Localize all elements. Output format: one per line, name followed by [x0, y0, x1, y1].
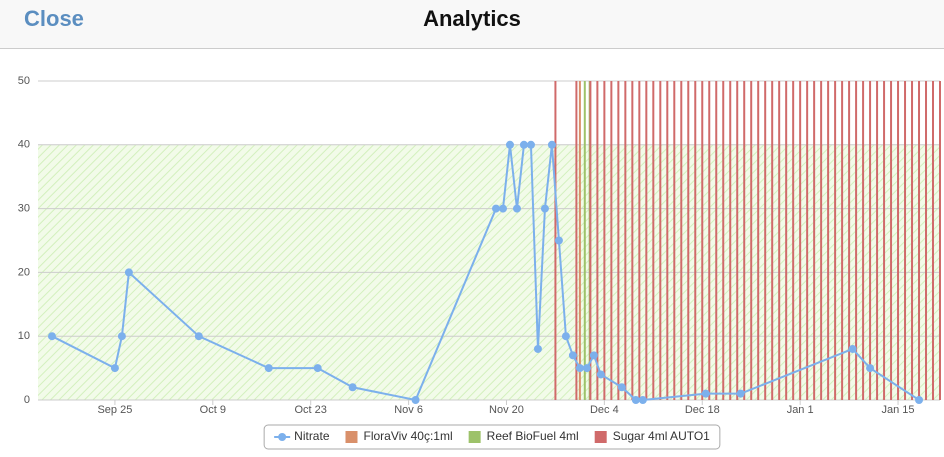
data-point [848, 344, 857, 353]
data-point [117, 332, 126, 341]
data-point [505, 140, 514, 149]
x-tick-label: Jan 1 [787, 404, 814, 416]
y-tick-label: 30 [18, 203, 30, 215]
y-tick-label: 10 [18, 330, 30, 342]
x-tick-label: Dec 18 [685, 404, 720, 416]
data-point [47, 332, 56, 341]
data-point [638, 396, 647, 404]
data-point [617, 383, 626, 392]
legend-label: Reef BioFuel 4ml [487, 429, 579, 443]
legend-label: FloraViv 40ç:1ml [363, 429, 452, 443]
data-point [526, 140, 535, 149]
page-title: Analytics [423, 6, 521, 31]
data-point [124, 268, 133, 277]
legend-swatch [468, 431, 481, 443]
data-point [498, 204, 507, 213]
data-point [194, 332, 203, 341]
data-point [411, 396, 420, 404]
legend-swatch [594, 431, 607, 443]
data-point [866, 364, 875, 373]
x-tick-label: Nov 6 [394, 404, 423, 416]
legend-label: Sugar 4ml AUTO1 [613, 429, 710, 443]
header: Close Analytics [0, 0, 944, 49]
x-tick-label: Sep 25 [97, 404, 132, 416]
legend-swatch [345, 431, 358, 443]
data-point [313, 364, 322, 373]
data-point [491, 204, 500, 213]
data-point [110, 364, 119, 373]
data-point [264, 364, 273, 373]
y-tick-label: 40 [18, 139, 30, 151]
data-point [533, 344, 542, 353]
data-point [582, 364, 591, 373]
data-point [631, 396, 640, 404]
data-point [736, 389, 745, 398]
data-point [596, 370, 605, 379]
x-tick-label: Dec 4 [590, 404, 619, 416]
legend-swatch [278, 433, 287, 441]
x-tick-label: Nov 20 [489, 404, 524, 416]
y-tick-label: 50 [18, 75, 30, 87]
legend-label: Nitrate [294, 429, 330, 443]
data-point [348, 383, 357, 392]
close-button[interactable]: Close [24, 6, 84, 31]
y-tick-label: 20 [18, 266, 30, 278]
data-point [512, 204, 521, 213]
data-point [575, 364, 584, 373]
data-point [519, 140, 528, 149]
data-point [589, 351, 598, 360]
data-point [547, 140, 556, 149]
x-tick-label: Oct 23 [294, 404, 326, 416]
data-point [915, 396, 924, 404]
data-point [554, 236, 563, 245]
y-tick-label: 0 [24, 394, 30, 406]
data-point [561, 332, 570, 341]
data-point [540, 204, 549, 213]
x-tick-label: Jan 15 [882, 404, 915, 416]
data-point [701, 389, 710, 398]
legend: Nitrate FloraViv 40ç:1ml Reef BioFuel 4ml S… [263, 424, 721, 450]
x-tick-label: Oct 9 [200, 404, 226, 416]
data-point [568, 351, 577, 360]
